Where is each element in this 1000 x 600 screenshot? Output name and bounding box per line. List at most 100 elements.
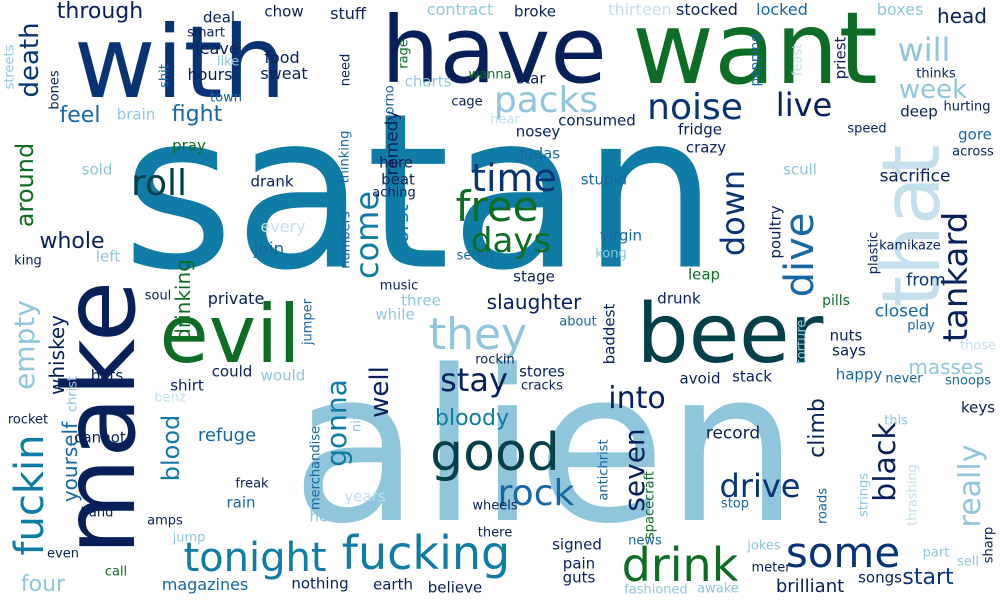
word-signed: signed (552, 535, 602, 554)
word-settin: settin (456, 248, 494, 264)
word-whole: whole (39, 229, 105, 254)
word-aching: aching (372, 185, 416, 201)
word-nosey: nosey (515, 122, 561, 141)
word-nothing: nothing (291, 574, 349, 593)
word-need: need (338, 53, 354, 87)
word-freak: freak (235, 476, 269, 492)
word-consumed: consumed (558, 111, 636, 130)
word-even: even (47, 546, 79, 562)
word-sweat: sweat (260, 64, 308, 83)
word-into: into (608, 381, 666, 416)
word-rock: rock (497, 473, 575, 514)
word-some: some (785, 528, 901, 577)
word-packs: packs (493, 80, 599, 121)
word-every: every (260, 217, 306, 236)
word-left: left (95, 247, 121, 266)
word-hurting: hurting (943, 99, 991, 115)
word-chow: chow (264, 2, 304, 21)
word-bones: bones (47, 70, 63, 110)
word-magazines: magazines (161, 575, 249, 594)
word-stage: stage (513, 267, 555, 286)
word-pray: pray (172, 136, 206, 155)
word-alien: alien (291, 325, 799, 570)
word-deep: deep (900, 102, 938, 121)
word-locked: locked (756, 0, 808, 19)
word-kamikaze: kamikaze (879, 238, 941, 254)
word-brilliant: brilliant (775, 576, 845, 597)
word-fashioned: fashioned (624, 582, 688, 598)
word-evil: evil (159, 288, 301, 381)
word-wanna: wanna (468, 67, 512, 83)
word-stop: stop (720, 496, 750, 512)
word-shirt: shirt (170, 376, 204, 395)
word-charts: charts (404, 72, 452, 91)
word-jump: jump (172, 530, 206, 546)
word-happy: happy (835, 365, 883, 384)
word-days: days (470, 221, 552, 261)
word-king: king (14, 253, 42, 269)
word-never: never (885, 371, 923, 387)
word-gore: gore (958, 125, 992, 144)
word-those: those (959, 338, 997, 354)
word-about: about (559, 314, 597, 330)
word-benz: benz (154, 390, 186, 406)
word-strings: strings (856, 472, 872, 518)
word-drive: drive (719, 467, 801, 505)
word-sell: sell (957, 554, 979, 570)
word-christ: christ (65, 375, 81, 413)
word-worst: worst (389, 204, 413, 260)
word-amps: amps (147, 513, 183, 529)
word-says: says (832, 341, 866, 360)
word-closed: closed (874, 301, 930, 322)
word-music: music (379, 278, 419, 294)
word-fuckin: fuckin (7, 434, 53, 556)
word-plastic: plastic (866, 231, 882, 275)
word-good: good (430, 423, 560, 483)
word-roll: roll (130, 163, 188, 204)
word-torture: torture (794, 319, 810, 365)
word-band: band (80, 505, 114, 521)
word-gonna: gonna (320, 379, 353, 467)
word-pills: pills (822, 293, 850, 309)
word-dive: dive (777, 212, 823, 298)
word-fucking: fucking (341, 526, 511, 580)
word-food: food (264, 48, 300, 67)
word-they: they (428, 309, 528, 360)
word-stocked: stocked (676, 0, 738, 19)
word-avoid: avoid (679, 369, 721, 388)
word-play: play (907, 318, 935, 334)
word-nine: nine (349, 403, 365, 433)
word-wheels: wheels (472, 498, 518, 514)
word-guts: guts (562, 568, 596, 587)
word-poultry: poultry (766, 205, 785, 259)
word-virgin: virgin (599, 226, 643, 245)
word-whiskey: whiskey (45, 314, 69, 396)
word-beat: beat (381, 170, 415, 189)
word-antichrist: antichrist (596, 439, 612, 501)
word-scull: scull (783, 160, 817, 179)
word-rocket: rocket (7, 412, 49, 428)
word-through: through (56, 0, 144, 24)
word-earth: earth (373, 575, 413, 594)
word-cracks: cracks (521, 378, 563, 394)
word-would: would (260, 366, 306, 385)
word-keys: keys (960, 398, 996, 417)
word-thinks: thinks (916, 66, 956, 82)
word-merchandise: merchandise (308, 426, 324, 510)
word-from: from (906, 270, 946, 291)
word-death: death (15, 22, 45, 98)
word-broke: broke (514, 2, 556, 21)
word-sold: sold (81, 160, 113, 179)
word-free: free (455, 182, 539, 231)
word-hear: hear (490, 112, 520, 128)
word-thinking: thinking (337, 130, 353, 184)
word-live: live (775, 86, 833, 124)
word-drank: drank (250, 172, 294, 191)
word-could: could (211, 362, 253, 381)
word-awake: awake (697, 581, 739, 597)
word-while: while (375, 305, 415, 324)
word-popping: popping (748, 33, 764, 87)
word-join: join (253, 239, 285, 260)
word-nuts: nuts (829, 326, 863, 345)
